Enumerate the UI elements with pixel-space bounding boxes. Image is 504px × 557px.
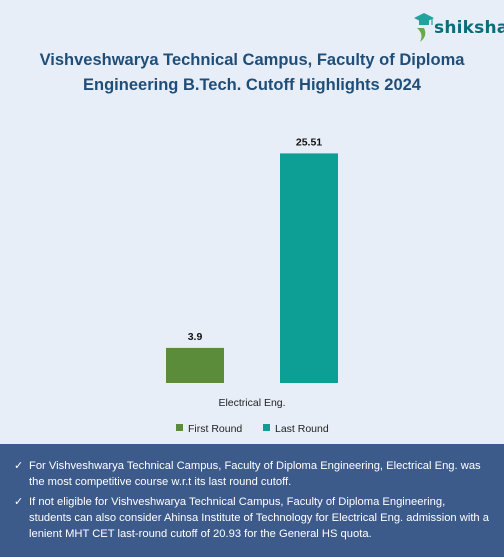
insight-text-1: For Vishveshwarya Technical Campus, Facu… — [29, 460, 481, 488]
legend-label-last-round: Last Round — [275, 423, 329, 435]
graduation-cap-icon — [414, 13, 434, 42]
insights-panel: ✓ For Vishveshwarya Technical Campus, Fa… — [0, 444, 504, 557]
insight-text-2: If not eligible for Vishveshwarya Techni… — [29, 496, 489, 540]
legend-swatch-last-round — [263, 424, 270, 431]
legend-swatch-first-round — [176, 424, 183, 431]
check-icon: ✓ — [14, 495, 24, 508]
data-label-first-round: 3.9 — [188, 331, 203, 343]
insight-note-1: ✓ For Vishveshwarya Technical Campus, Fa… — [14, 458, 490, 490]
data-label-last-round: 25.51 — [296, 136, 322, 148]
legend-label-first-round: First Round — [188, 423, 242, 435]
x-tick-label: Electrical Eng. — [218, 397, 285, 409]
bar-first-round — [166, 347, 224, 383]
bar-last-round — [280, 153, 338, 383]
check-icon: ✓ — [14, 459, 24, 472]
insight-note-2: ✓ If not eligible for Vishveshwarya Tech… — [14, 494, 490, 542]
brand-name: shiksha — [434, 18, 504, 38]
bar-chart: 3.9 25.51 Electrical Eng. First Round Last … — [166, 136, 338, 435]
shiksha-logo: shiksha — [412, 8, 504, 48]
chart-title: Vishveshwarya Technical Campus, Faculty … — [39, 51, 465, 94]
